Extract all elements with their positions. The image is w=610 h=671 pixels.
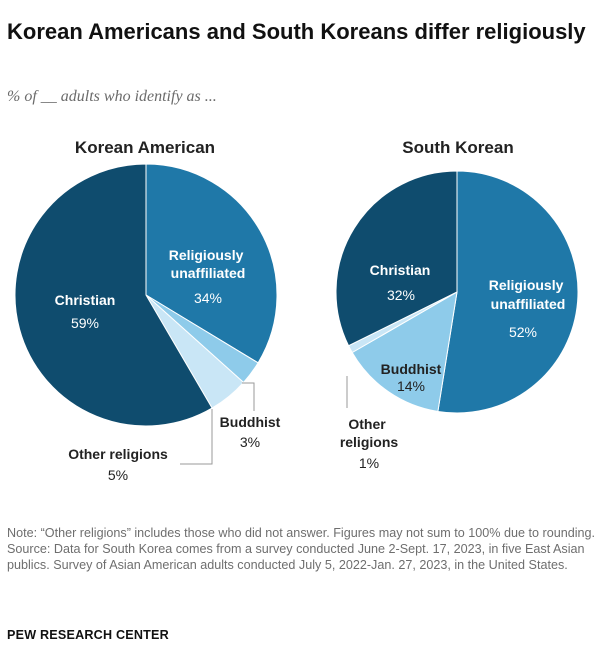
ka-other-leader xyxy=(180,409,213,465)
chart-footer: Note: “Other religions” includes those w… xyxy=(7,525,602,574)
sk-christian-label: Christian xyxy=(370,262,431,278)
sk-unaffiliated-label-line2: unaffiliated xyxy=(491,296,566,312)
sk-buddhist-value: 14% xyxy=(397,378,425,394)
korean-american-slice-religiously-unaffiliated xyxy=(145,163,278,364)
footer-note: Note: “Other religions” includes those w… xyxy=(7,526,596,540)
ka-buddhist-value: 3% xyxy=(240,434,260,450)
south-korean-title: South Korean xyxy=(402,138,513,157)
chart-subtitle: % of __ adults who identify as ... xyxy=(7,88,217,105)
sk-other-label: Other religions xyxy=(340,416,399,450)
sk-christian-value: 32% xyxy=(387,287,415,303)
ka-unaffiliated-label-line2: unaffiliated xyxy=(171,265,246,281)
sk-other-label-line2: religions xyxy=(340,434,399,450)
sk-other-label-line1: Other xyxy=(348,416,386,432)
sk-other-value: 1% xyxy=(359,455,379,471)
ka-other-value: 5% xyxy=(108,467,128,483)
korean-american-pie xyxy=(14,163,278,427)
ka-buddhist-leader xyxy=(242,382,255,411)
ka-buddhist-label: Buddhist xyxy=(220,414,281,430)
publisher-brand: PEW RESEARCH CENTER xyxy=(7,628,169,642)
sk-unaffiliated-label-line1: Religiously xyxy=(489,277,564,293)
chart-title: Korean Americans and South Koreans diffe… xyxy=(7,19,586,44)
pie-charts: Korean American Religiously unaffiliated… xyxy=(14,138,579,483)
korean-american-chart: Korean American Religiously unaffiliated… xyxy=(14,138,281,483)
south-korean-chart: South Korean Religiously unaffiliated 52… xyxy=(335,138,579,471)
footer-source: Source: Data for South Korea comes from … xyxy=(7,542,585,573)
sk-unaffiliated-value: 52% xyxy=(509,324,537,340)
ka-christian-label: Christian xyxy=(55,292,116,308)
korean-american-slice-christian xyxy=(14,163,213,427)
ka-other-label: Other religions xyxy=(68,446,168,462)
south-korean-slice-christian xyxy=(335,170,458,347)
sk-unaffiliated-label: Religiously unaffiliated xyxy=(489,277,568,312)
korean-american-title: Korean American xyxy=(75,138,215,157)
south-korean-pie xyxy=(335,170,579,414)
sk-buddhist-label: Buddhist xyxy=(381,361,442,377)
ka-unaffiliated-label-line1: Religiously xyxy=(169,247,244,263)
ka-christian-value: 59% xyxy=(71,315,99,331)
south-korean-slice-buddhist xyxy=(351,291,458,413)
south-korean-slice-religiously-unaffiliated xyxy=(437,170,579,414)
ka-unaffiliated-label: Religiously unaffiliated xyxy=(169,247,248,281)
ka-unaffiliated-value: 34% xyxy=(194,290,222,306)
